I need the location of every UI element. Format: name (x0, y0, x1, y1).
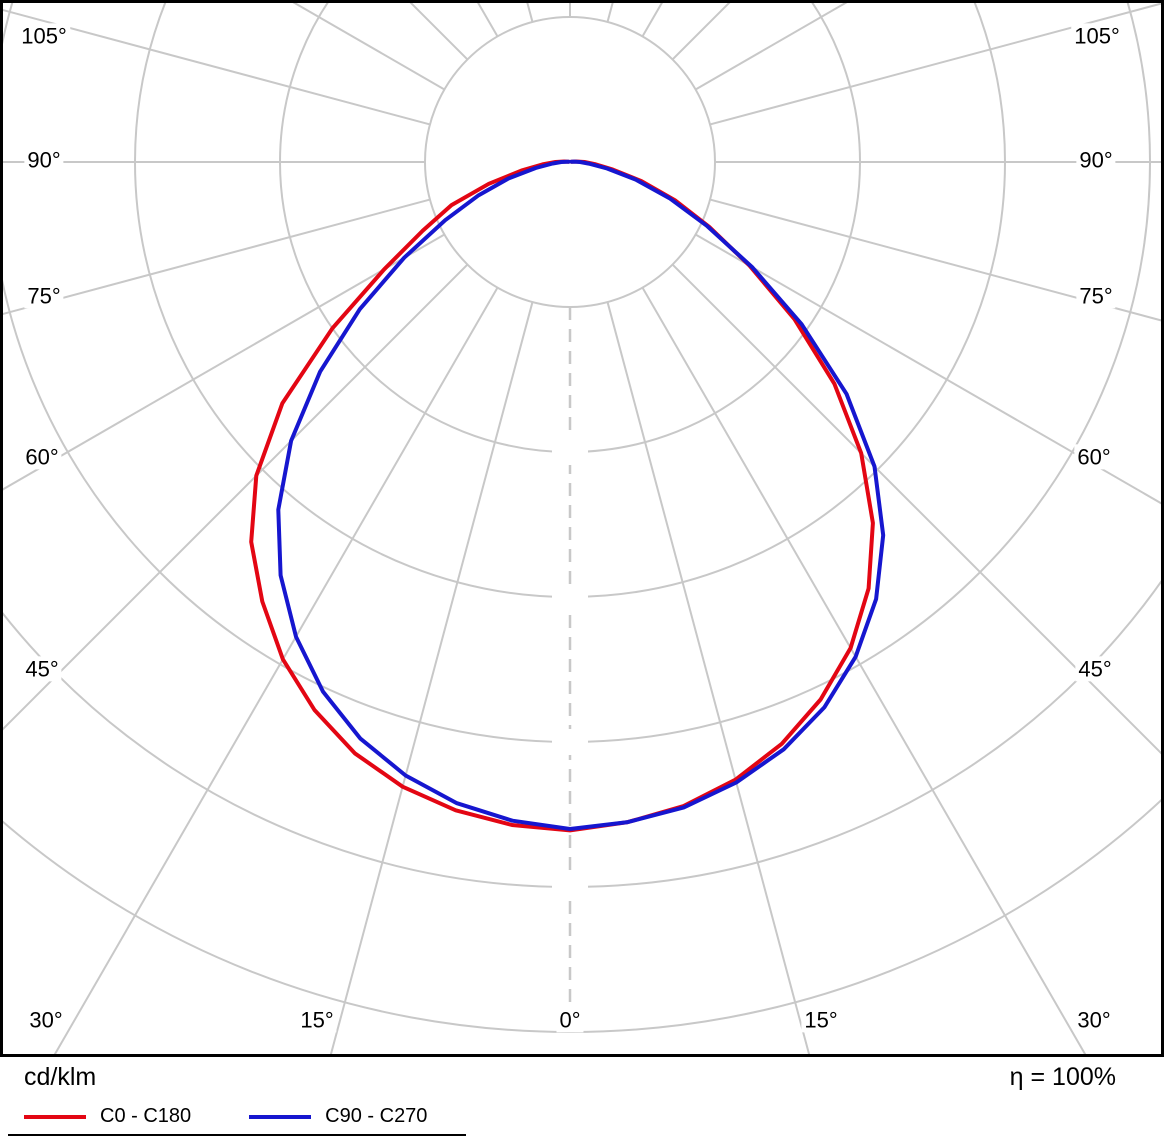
grid-label-gap (552, 874, 588, 900)
legend-label: C0 - C180 (100, 1105, 192, 1127)
grid-radial-line (0, 198, 431, 316)
grid-label-gap (552, 729, 588, 755)
grid-radial-line (0, 233, 445, 493)
legend-underline (8, 1134, 466, 1136)
footer: cd/klm η = 100% C0 - C180 C90 - C270 (0, 1057, 1164, 1140)
grid-radial-line (329, 301, 534, 1057)
grid-radial-line (0, 8, 431, 126)
grid-radial-line (606, 0, 615, 23)
grid-radial-line (406, 0, 469, 61)
legend-swatch-blue-line (249, 1114, 312, 1119)
grid-radial-line (641, 0, 665, 37)
legend-item-c90-c270: C90 - C270 (249, 1105, 427, 1128)
grid-label-gap (552, 439, 588, 465)
legend-item-c0-c180: C0 - C180 (24, 1105, 191, 1128)
grid-radial-line (671, 0, 734, 61)
grid-radial-line (287, 0, 445, 91)
grid-radial-line (695, 233, 1164, 507)
grid-radial-line (671, 263, 1164, 758)
grid-radial-line (0, 263, 469, 734)
curve-c90-c270 (276, 159, 886, 831)
grid-radial-line (606, 301, 811, 1057)
efficiency-label: η = 100% (1009, 1063, 1116, 1091)
legend-swatch-red-line (24, 1114, 86, 1119)
units-label: cd/klm (24, 1063, 97, 1091)
grid-radial-line (709, 198, 1164, 323)
grid-radial-line (709, 1, 1164, 126)
grid-label-gap (552, 584, 588, 610)
legend-label: C90 - C270 (325, 1105, 428, 1127)
grid-radial-line (525, 0, 534, 23)
polar-chart-canvas (0, 0, 1164, 1057)
grid-radial-line (695, 0, 853, 91)
legend: C0 - C180 C90 - C270 (24, 1105, 485, 1128)
grid-radial-line (475, 0, 499, 37)
grid-radial-line (52, 287, 499, 1057)
grid-radial-line (641, 287, 1088, 1057)
grid-ring (0, 0, 1151, 743)
